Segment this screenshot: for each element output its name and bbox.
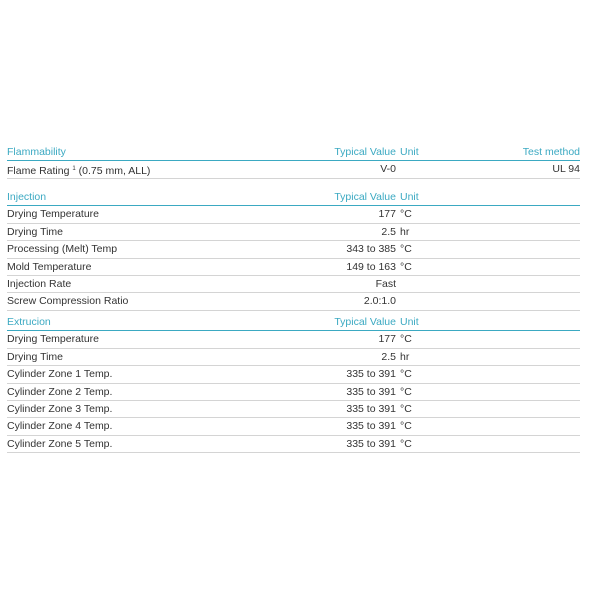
table-row: Cylinder Zone 2 Temp. 335 to 391 °C — [7, 384, 580, 401]
value: 177 — [378, 333, 396, 346]
unit-header: Unit — [400, 316, 419, 328]
table-row: Drying Time 2.5 hr — [7, 349, 580, 367]
property: Cylinder Zone 2 Temp. — [7, 385, 113, 398]
value: 335 to 391 — [346, 420, 396, 433]
unit: hr — [400, 225, 410, 238]
property: Screw Compression Ratio — [7, 295, 129, 308]
value: Fast — [375, 277, 396, 290]
table-row: Drying Time 2.5 hr — [7, 224, 580, 242]
unit: °C — [400, 333, 412, 346]
unit-header: Unit — [400, 191, 419, 203]
table-row: Cylinder Zone 5 Temp. 335 to 391 °C — [7, 436, 580, 454]
section-title: Flammability — [7, 146, 66, 158]
unit: °C — [400, 385, 412, 398]
value: 149 to 163 — [346, 260, 396, 273]
value-header: Typical Value — [334, 146, 396, 158]
value: 335 to 391 — [346, 437, 396, 450]
value: 2.5 — [381, 350, 396, 363]
flammability-table: Flammability Typical Value Unit Test met… — [7, 144, 580, 179]
unit: hr — [400, 350, 410, 363]
footnote: 1 — [72, 166, 76, 173]
table-row: Mold Temperature 149 to 163 °C — [7, 259, 580, 276]
extrusion-table: Extrucion Typical Value Unit Drying Tempera… — [7, 314, 580, 454]
unit: °C — [400, 437, 412, 450]
unit: °C — [400, 402, 412, 415]
test-method-header: Test method — [522, 146, 580, 158]
test-method: UL 94 — [552, 163, 580, 176]
table-row: Injection Rate Fast — [7, 276, 580, 294]
unit: °C — [400, 420, 412, 433]
property: Injection Rate — [7, 277, 72, 290]
unit: °C — [400, 260, 412, 273]
value: 335 to 391 — [346, 402, 396, 415]
property: Drying Time — [7, 225, 64, 238]
property-name: Flame Rating — [7, 165, 70, 178]
table-row: Drying Temperature 177 °C — [7, 331, 580, 349]
property: Processing (Melt) Temp — [7, 243, 118, 256]
property: Cylinder Zone 3 Temp. — [7, 402, 113, 415]
unit-header: Unit — [400, 146, 419, 158]
table-header: Extrucion Typical Value Unit — [7, 314, 580, 332]
unit: °C — [400, 243, 412, 256]
property: Cylinder Zone 4 Temp. — [7, 420, 113, 433]
table-row: Flame Rating 1 (0.75 mm, ALL) V-0 UL 94 — [7, 161, 580, 179]
table-row: Cylinder Zone 1 Temp. 335 to 391 °C — [7, 366, 580, 384]
value: 335 to 391 — [346, 368, 396, 381]
property: Cylinder Zone 5 Temp. — [7, 437, 113, 450]
table-row: Cylinder Zone 4 Temp. 335 to 391 °C — [7, 418, 580, 436]
section-title: Extrucion — [7, 316, 51, 328]
value: 2.5 — [381, 225, 396, 238]
table-row: Drying Temperature 177 °C — [7, 206, 580, 224]
value: 335 to 391 — [346, 385, 396, 398]
property: Mold Temperature — [7, 260, 92, 273]
section-title: Injection — [7, 191, 47, 203]
property: Drying Temperature — [7, 333, 100, 346]
property: Drying Temperature — [7, 208, 100, 221]
property: Cylinder Zone 1 Temp. — [7, 368, 113, 381]
unit: °C — [400, 368, 412, 381]
property: Drying Time — [7, 350, 64, 363]
property: Flame Rating 1 (0.75 mm, ALL) — [7, 161, 150, 179]
table-row: Screw Compression Ratio 2.0:1.0 — [7, 293, 580, 311]
property-note: (0.75 mm, ALL) — [78, 165, 151, 178]
table-row: Processing (Melt) Temp 343 to 385 °C — [7, 241, 580, 259]
value: 2.0:1.0 — [363, 295, 396, 308]
value: 343 to 385 — [346, 243, 396, 256]
value: 177 — [378, 208, 396, 221]
unit: °C — [400, 208, 412, 221]
table-header: Flammability Typical Value Unit Test met… — [7, 144, 580, 162]
value-header: Typical Value — [334, 316, 396, 328]
value-header: Typical Value — [334, 191, 396, 203]
value: V-0 — [380, 163, 396, 176]
table-header: Injection Typical Value Unit — [7, 189, 580, 207]
injection-table: Injection Typical Value Unit Drying Tempera… — [7, 189, 580, 311]
table-row: Cylinder Zone 3 Temp. 335 to 391 °C — [7, 401, 580, 419]
